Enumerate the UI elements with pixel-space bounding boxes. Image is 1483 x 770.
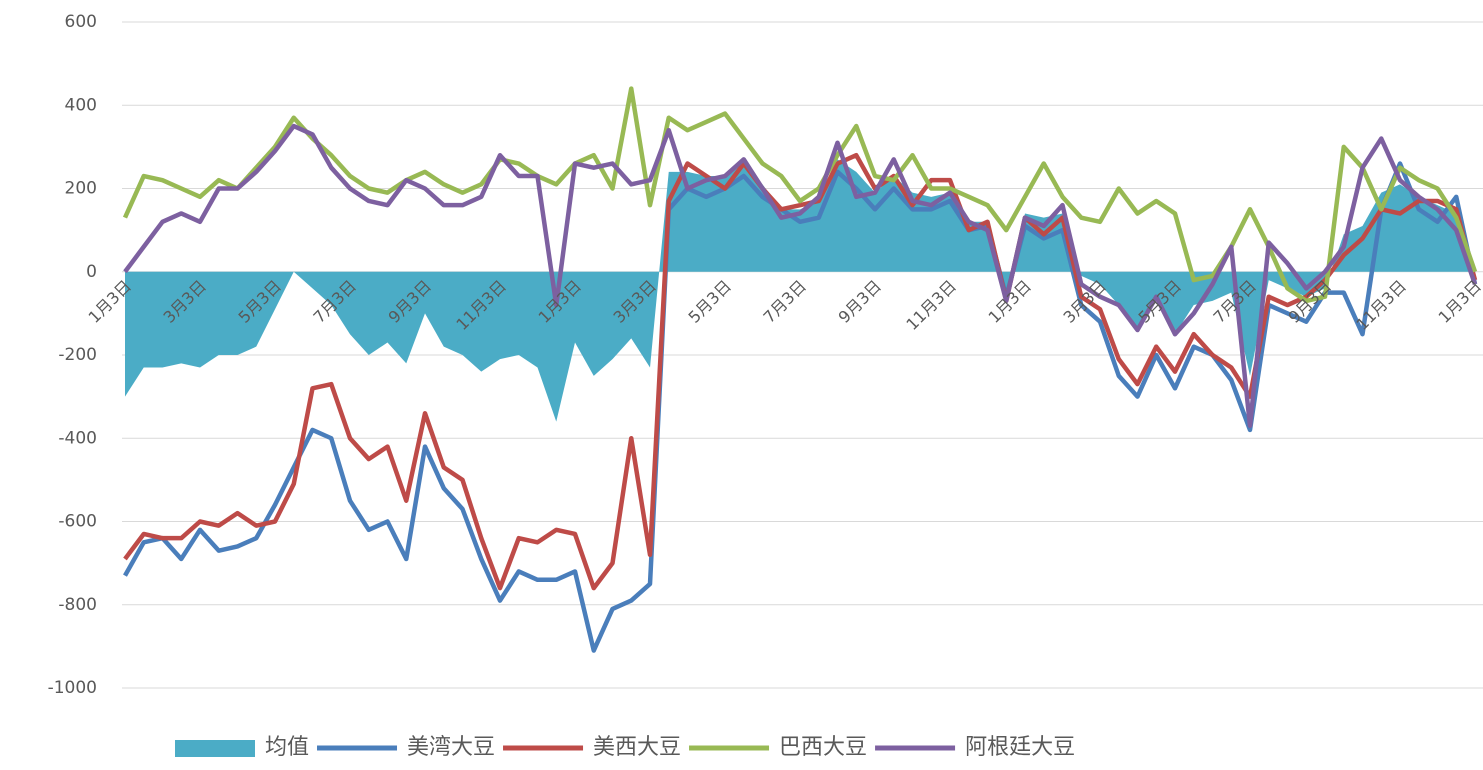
y-tick-label: 400: [65, 95, 97, 115]
legend-label: 巴西大豆: [779, 735, 867, 760]
x-tick-label: 11月3日: [1352, 276, 1410, 334]
y-tick-label: 200: [65, 179, 97, 199]
line: [122, 86, 1478, 304]
y-tick-label: -1000: [48, 678, 97, 698]
line: [123, 161, 1478, 653]
x-tick-label: 7月3日: [760, 276, 810, 326]
x-tick-label: 11月3日: [902, 276, 960, 334]
line: [123, 123, 1478, 429]
legend-label: 美西大豆: [593, 735, 681, 760]
line: [123, 152, 1478, 591]
y-tick-label: 0: [86, 262, 97, 282]
y-tick-label: -800: [58, 595, 97, 615]
x-tick-label: 9月3日: [835, 276, 885, 326]
x-tick-label: 1月3日: [1435, 276, 1483, 326]
y-tick-label: -200: [58, 345, 97, 365]
legend-label: 阿根廷大豆: [965, 735, 1075, 760]
legend-label: 美湾大豆: [407, 735, 495, 760]
legend-swatch: [175, 740, 255, 757]
x-tick-label: 5月3日: [685, 276, 735, 326]
legend-label: 均值: [265, 735, 309, 760]
y-tick-label: 600: [65, 12, 97, 32]
y-tick-label: -600: [58, 512, 97, 532]
y-tick-label: -400: [58, 428, 97, 448]
